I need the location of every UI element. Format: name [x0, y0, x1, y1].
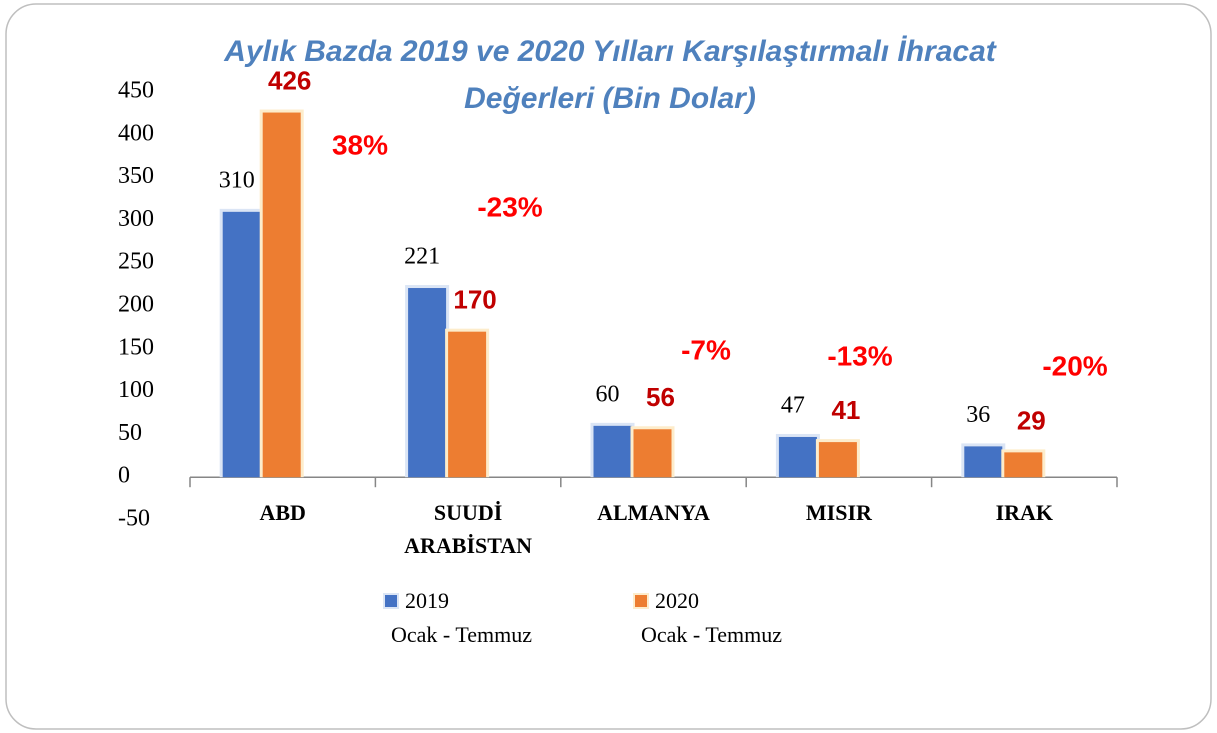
data-label: 47 — [781, 392, 805, 418]
bar — [262, 112, 301, 478]
bar — [1004, 452, 1043, 478]
y-tick-label: 450 — [118, 78, 154, 104]
data-label: 29 — [1017, 405, 1046, 435]
x-tick-label: ABD — [259, 500, 305, 525]
change-label: 38% — [332, 129, 388, 160]
data-label: 60 — [596, 381, 620, 407]
bar — [408, 288, 447, 478]
chart-title: Değerleri (Bin Dolar) — [464, 82, 756, 115]
y-tick-label: 350 — [118, 163, 154, 189]
x-tick-label: SUUDİ ARABİSTAN — [404, 500, 532, 558]
change-label: -13% — [827, 340, 892, 371]
data-label: 170 — [453, 285, 496, 315]
legend-swatch — [385, 595, 397, 607]
bar — [593, 425, 632, 478]
y-tick-label: -50 — [118, 506, 150, 532]
chart-title: Aylık Bazda 2019 ve 2020 Yılları Karşıla… — [223, 35, 998, 68]
y-tick-label: 250 — [118, 249, 154, 275]
data-label: 221 — [404, 244, 440, 270]
data-label: 56 — [646, 382, 675, 412]
data-label: 310 — [219, 167, 255, 193]
bar — [222, 211, 261, 478]
data-label: 41 — [831, 395, 860, 425]
y-tick-label: 0 — [118, 463, 130, 489]
x-tick-label: IRAK — [996, 500, 1053, 525]
change-label: -23% — [477, 191, 542, 222]
change-label: -7% — [681, 334, 731, 365]
y-tick-label: 100 — [118, 377, 154, 403]
bar — [448, 331, 487, 478]
y-tick-label: 300 — [118, 206, 154, 232]
y-tick-label: 400 — [118, 120, 154, 146]
legend-label: 2019 Ocak - Temmuz — [391, 588, 532, 647]
bar — [964, 446, 1003, 478]
bar — [633, 429, 672, 478]
y-tick-label: 200 — [118, 292, 154, 318]
x-tick-label: ALMANYA — [597, 500, 710, 525]
data-label: 426 — [268, 65, 311, 95]
x-tick-label: MISIR — [806, 500, 873, 525]
change-label: -20% — [1042, 350, 1107, 381]
bar — [778, 436, 817, 478]
legend-swatch — [635, 595, 647, 607]
legend-label: 2020 Ocak - Temmuz — [641, 588, 782, 647]
data-label: 36 — [966, 402, 990, 428]
y-tick-label: 150 — [118, 334, 154, 360]
bar — [818, 442, 857, 478]
y-tick-label: 50 — [118, 420, 142, 446]
chart-frame — [5, 3, 1212, 730]
